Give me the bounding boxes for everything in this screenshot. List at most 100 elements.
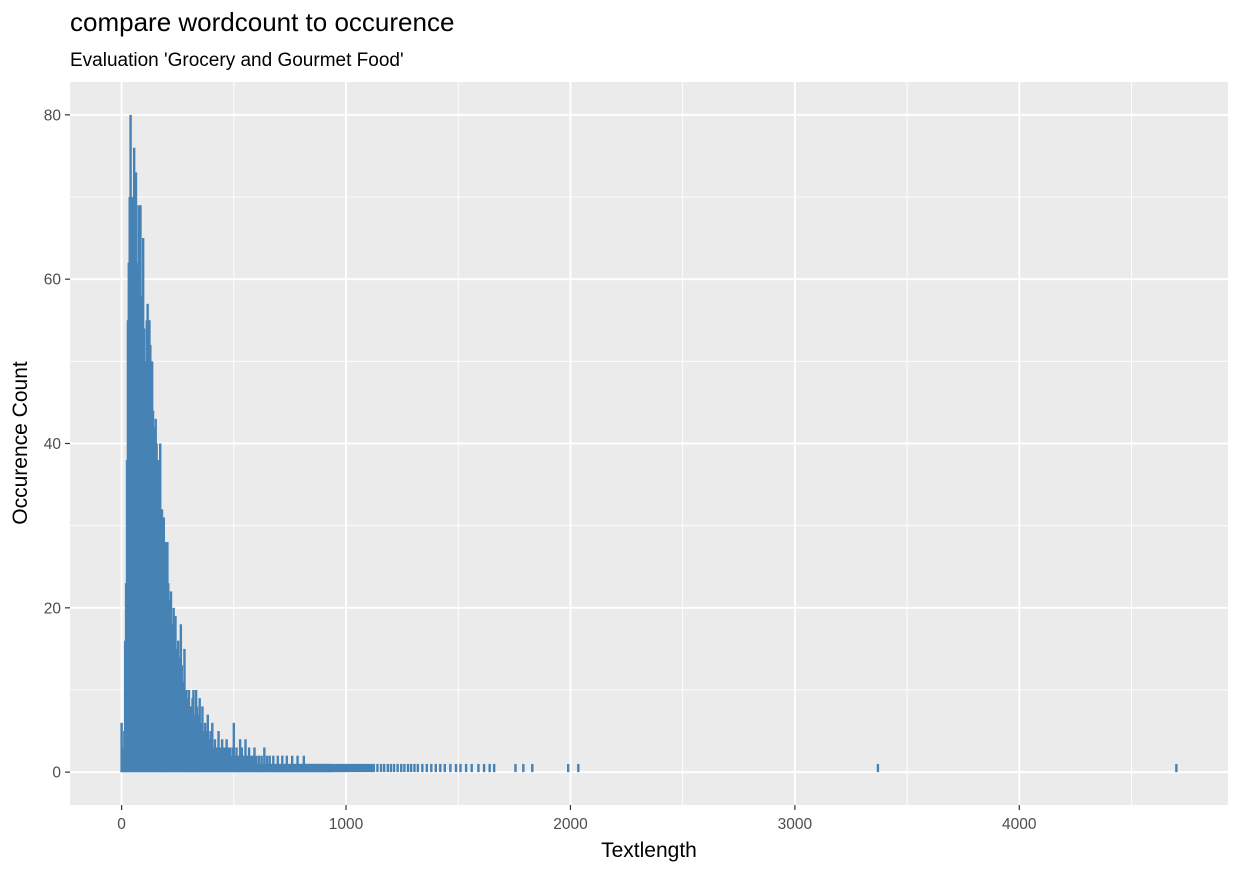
y-tick-label: 40 <box>44 436 62 453</box>
bar-series <box>120 114 1178 773</box>
bar <box>356 763 359 773</box>
bar <box>522 763 525 773</box>
bar <box>392 763 396 773</box>
bar <box>334 763 338 773</box>
bar <box>338 763 341 773</box>
bar <box>245 755 248 773</box>
y-tick-label: 80 <box>44 107 62 124</box>
bar <box>379 763 383 773</box>
bar <box>333 763 336 773</box>
bar <box>354 763 358 773</box>
bar <box>477 763 480 773</box>
x-tick-label: 0 <box>117 816 126 833</box>
bar <box>488 763 491 773</box>
bar <box>268 755 271 773</box>
bar <box>459 763 462 773</box>
bar <box>430 763 433 773</box>
bar <box>482 763 486 773</box>
chart-subtitle: Evaluation 'Grocery and Gourmet Food' <box>70 50 404 71</box>
bar <box>434 763 437 773</box>
bar <box>409 763 413 773</box>
bar <box>416 763 420 773</box>
bar <box>343 763 347 773</box>
y-tick-label: 60 <box>44 272 62 289</box>
x-axis-title: Textlength <box>601 839 697 862</box>
bar <box>340 763 343 773</box>
bar <box>413 763 416 773</box>
y-tick-label: 20 <box>44 600 62 617</box>
x-tick-label: 1000 <box>329 816 364 833</box>
bar <box>331 763 334 773</box>
y-axis: 0 20 40 60 80 <box>44 107 70 782</box>
y-tick-label: 0 <box>52 765 61 782</box>
bar <box>361 763 365 773</box>
bar <box>439 763 442 773</box>
bar <box>358 763 361 773</box>
bar <box>249 755 253 773</box>
bar <box>336 763 340 773</box>
bar <box>1175 763 1178 773</box>
bar <box>449 763 452 773</box>
bar <box>421 763 424 773</box>
bar <box>257 755 261 773</box>
bar <box>263 747 266 773</box>
bar <box>229 755 233 773</box>
bar <box>276 755 280 773</box>
bar <box>443 763 446 773</box>
bar <box>120 722 123 773</box>
bar <box>376 763 379 773</box>
bar <box>296 755 299 773</box>
bar <box>360 763 363 773</box>
bar <box>369 763 372 773</box>
bar <box>349 763 352 773</box>
bar <box>241 755 244 773</box>
x-tick-label: 2000 <box>553 816 588 833</box>
x-tick-label: 3000 <box>778 816 813 833</box>
bar <box>370 763 374 773</box>
bar <box>531 763 534 773</box>
bar <box>233 755 236 773</box>
bar <box>363 763 367 773</box>
bar <box>389 763 393 773</box>
bar <box>464 763 468 773</box>
bar <box>247 747 251 773</box>
bar <box>577 763 580 773</box>
y-axis-title: Occurence Count <box>9 361 32 525</box>
bar <box>347 763 350 773</box>
bar <box>425 763 429 773</box>
bar <box>345 763 349 773</box>
bar <box>217 731 220 773</box>
bar <box>567 763 570 773</box>
bar <box>403 763 406 773</box>
bar <box>876 763 880 773</box>
bar <box>352 763 356 773</box>
bar <box>236 755 239 773</box>
bar <box>514 763 517 773</box>
bar <box>285 755 288 773</box>
bar <box>342 763 345 773</box>
bar <box>396 763 399 773</box>
bar <box>492 763 496 773</box>
bar <box>367 763 370 773</box>
bar <box>232 722 236 773</box>
bar-baseline <box>120 770 345 773</box>
bar <box>265 755 269 773</box>
bar <box>454 763 458 773</box>
bar <box>281 755 284 773</box>
bar <box>302 755 306 773</box>
bar <box>272 755 275 773</box>
chart-title: compare wordcount to occurence <box>70 7 454 37</box>
x-tick-label: 4000 <box>1002 816 1037 833</box>
bar <box>251 755 254 773</box>
bar <box>386 763 389 773</box>
bar <box>382 763 386 773</box>
bar <box>365 763 368 773</box>
x-axis: 0 1000 2000 3000 4000 <box>117 805 1037 833</box>
bar <box>253 747 256 773</box>
bar <box>351 763 354 773</box>
major-gridlines <box>70 82 1228 805</box>
bar <box>400 763 403 773</box>
bar <box>260 755 263 773</box>
bar <box>406 763 410 773</box>
